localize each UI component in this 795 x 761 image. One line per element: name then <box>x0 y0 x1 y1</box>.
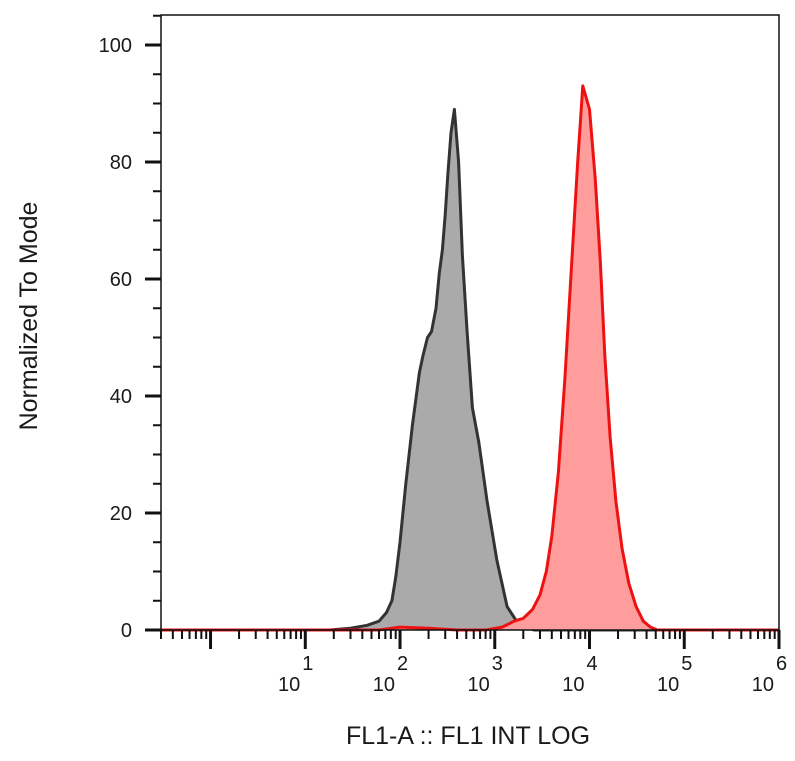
x-tick-label-exponent: 1 <box>302 653 313 675</box>
x-axis-label: FL1-A :: FL1 INT LOG <box>346 722 590 750</box>
x-tick-label-exponent: 3 <box>492 653 503 675</box>
x-tick-label-exponent: 4 <box>587 653 598 675</box>
x-tick-label-base: 10 <box>373 674 395 696</box>
histogram-line-1 <box>161 107 779 632</box>
x-tick-label-exponent: 2 <box>397 653 408 675</box>
y-tick-label: 80 <box>110 152 132 174</box>
histogram-fill-1 <box>161 109 779 630</box>
x-tick-label-base: 10 <box>752 674 774 696</box>
x-tick-label-base: 10 <box>562 674 584 696</box>
histogram-areas <box>161 84 779 632</box>
x-tick-label-base: 10 <box>657 674 679 696</box>
x-tick-label-base: 10 <box>468 674 490 696</box>
plot-frame <box>160 14 780 631</box>
x-tick-label-base: 10 <box>278 674 300 696</box>
x-tick-label-exponent: 6 <box>776 653 787 675</box>
y-tick-label: 40 <box>110 386 132 408</box>
y-tick-label: 0 <box>121 620 132 642</box>
y-tick-label: 100 <box>99 35 132 57</box>
y-tick-label: 60 <box>110 269 132 291</box>
y-axis: 0 20 40 60 80 100 <box>99 14 161 642</box>
y-axis-label: Normalized To Mode <box>15 202 43 431</box>
x-tick-label-exponent: 5 <box>681 653 692 675</box>
y-tick-label: 20 <box>110 503 132 525</box>
